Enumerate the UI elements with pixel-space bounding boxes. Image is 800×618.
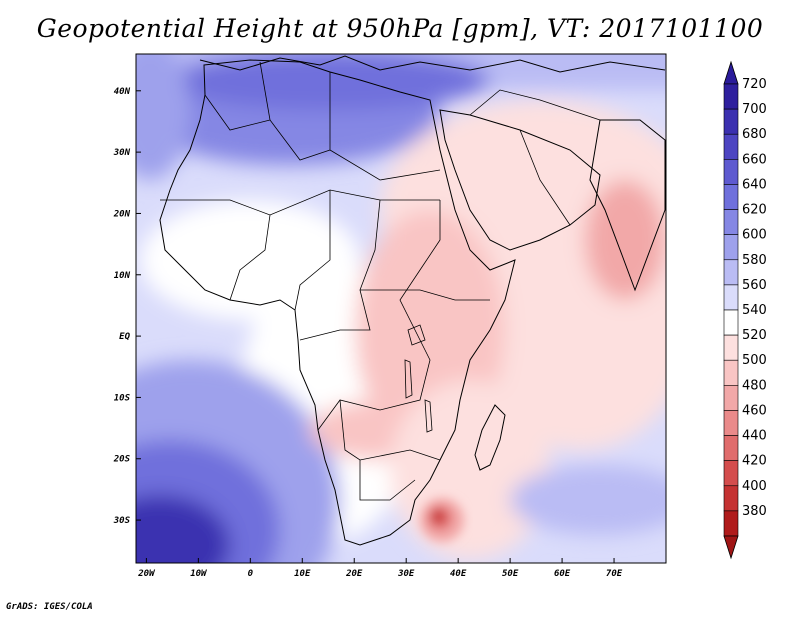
madagascar-coast [474, 404, 506, 471]
border-8 [359, 460, 416, 501]
colorbar-bottom-arrow [723, 535, 739, 560]
colorbar-label: 480 [742, 378, 767, 393]
border-12 [519, 129, 571, 226]
axis-ticks: 20W 10W 0 10E 20E 30E 40E 50E 60E 70E 40N 30N 20N 10N… [113, 87, 623, 579]
colorbar-label: 440 [742, 429, 767, 444]
coastlines [159, 55, 666, 546]
colorbar-swatch [723, 284, 739, 311]
y-tick-label: 40N [114, 87, 131, 97]
colorbar-swatch [723, 259, 739, 286]
colorbar-top-arrow [723, 60, 739, 85]
border-2 [229, 214, 271, 301]
lake-malawi [424, 399, 433, 433]
africa-coast [159, 59, 516, 546]
colorbar-swatch [723, 359, 739, 386]
colorbar-swatch [723, 435, 739, 461]
colorbar: 720 700 680 660 640 620 600 580 560 540 520 500 480 4… [723, 60, 767, 560]
colorbar-label: 660 [742, 152, 767, 167]
height-field [136, 54, 666, 563]
field-low-center [432, 510, 444, 522]
border-6 [360, 289, 490, 301]
x-tick-label: 70E [606, 569, 623, 579]
border-11 [204, 94, 271, 131]
border-5 [317, 200, 441, 431]
x-tick-label: 60E [554, 569, 571, 579]
lakes [404, 324, 433, 433]
plot-frame [135, 53, 667, 564]
colorbar-swatch [723, 159, 739, 185]
x-tick-label: 20E [345, 569, 363, 579]
colorbar-label: 700 [742, 102, 767, 117]
border-4 [299, 199, 381, 341]
colorbar-label: 420 [742, 454, 767, 469]
field-mozambique-pink [390, 380, 550, 560]
x-tick-label: 0 [248, 569, 254, 579]
colorbar-swatch [723, 485, 739, 512]
y-tick-label: 20N [113, 209, 131, 219]
y-tick-label: 10N [114, 271, 131, 281]
field-south-indian-blue [510, 465, 666, 535]
x-tick-label: 10E [294, 569, 311, 579]
colorbar-swatch [723, 460, 739, 487]
y-tick-label: 20S [113, 455, 131, 465]
colorbar-label: 580 [742, 253, 767, 268]
border-9 [329, 72, 441, 181]
border-10 [259, 61, 331, 161]
colorbar-swatch [723, 510, 739, 537]
x-tick-label: 50E [502, 569, 519, 579]
colorbar-label: 400 [742, 479, 767, 494]
colorbar-label: 500 [742, 353, 767, 368]
chart-title: Geopotential Height at 950hPa [gpm], VT:… [36, 14, 764, 43]
field-sw-ocean-3 [136, 495, 230, 563]
lake-victoria [407, 324, 426, 346]
colorbar-label: 600 [742, 228, 767, 243]
border-3 [294, 190, 331, 311]
colorbar-swatch [723, 83, 739, 110]
colorbar-swatch [723, 309, 739, 336]
y-tick-label: 10S [114, 393, 131, 403]
colorbar-label: 460 [742, 403, 767, 418]
x-tick-label: 40E [450, 569, 467, 579]
footer-credit: GrADS: IGES/COLA [6, 602, 93, 612]
border-1 [160, 189, 440, 216]
colorbar-swatch [723, 133, 739, 160]
x-tick-label: 20W [137, 569, 156, 579]
x-tick-label: 30E [397, 569, 415, 579]
colorbar-label: 560 [742, 278, 767, 293]
field-india-pink [585, 180, 665, 300]
colorbar-swatch [723, 385, 739, 411]
arabia-coast [439, 109, 601, 251]
colorbar-swatch [723, 234, 739, 261]
lake-tanganyika [404, 359, 413, 399]
colorbar-swatch [723, 184, 739, 210]
y-tick-label: 30S [113, 516, 131, 526]
y-tick-label: EQ [119, 332, 130, 342]
colorbar-swatch [723, 410, 739, 436]
colorbar-label: 680 [742, 127, 767, 142]
colorbar-label: 520 [742, 328, 767, 343]
colorbar-label: 620 [742, 203, 767, 218]
india-coast [589, 119, 666, 292]
colorbar-swatch [723, 334, 739, 361]
europe-coast [199, 55, 666, 73]
colorbar-swatch [723, 108, 739, 135]
colorbar-label: 540 [742, 303, 767, 318]
colorbar-swatch [723, 209, 739, 235]
colorbar-label: 380 [742, 504, 767, 519]
border-13 [469, 89, 601, 121]
field-atlantic-west-blue [136, 54, 190, 180]
x-tick-label: 10W [190, 569, 208, 579]
colorbar-label: 640 [742, 177, 767, 192]
y-tick-label: 30N [113, 148, 131, 158]
country-borders [160, 61, 601, 501]
colorbar-label: 720 [742, 77, 767, 92]
